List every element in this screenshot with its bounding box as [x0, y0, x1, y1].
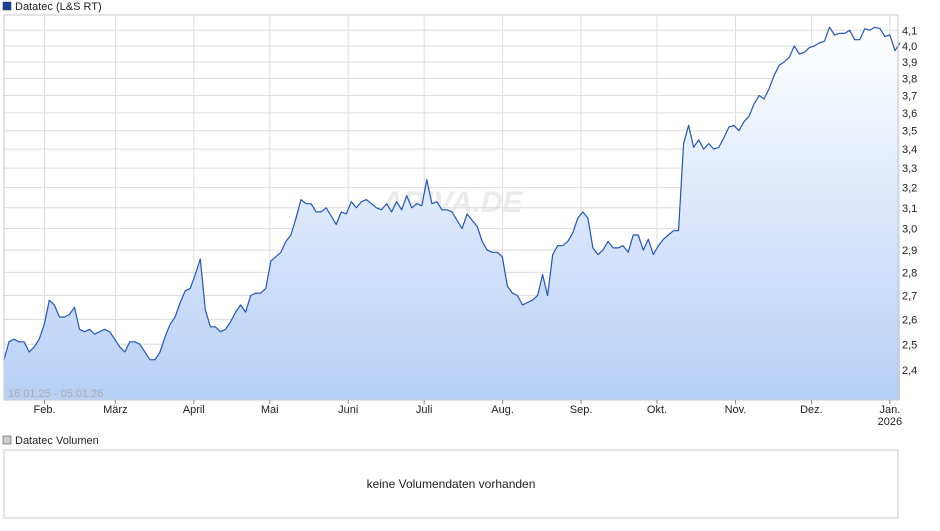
x-year-label: 2026: [878, 416, 902, 428]
volume-panel: [3, 449, 899, 519]
y-tick-label: 2,4: [902, 365, 917, 377]
x-tick-label: April: [183, 404, 205, 416]
legend-swatch: [2, 435, 12, 445]
plot-area: ARIVA.DE: [3, 15, 901, 400]
y-tick-label: 3,1: [902, 203, 917, 215]
x-tick-label: Aug.: [491, 404, 514, 416]
y-tick-label: 3,8: [902, 74, 917, 86]
x-tick-label: März: [103, 404, 127, 416]
legend-label: Datatec (L&S RT): [15, 1, 102, 13]
x-tick-label: Jan.: [879, 404, 900, 416]
y-tick-label: 3,9: [902, 57, 917, 69]
y-tick-label: 3,4: [902, 144, 917, 156]
x-tick-label: Okt.: [647, 404, 667, 416]
y-tick-label: 2,6: [902, 314, 917, 326]
x-tick-label: Nov.: [725, 404, 747, 416]
x-tick-label: Juli: [416, 404, 433, 416]
price-line: [3, 26, 901, 361]
y-tick-label: 2,7: [902, 290, 917, 302]
x-tick-label: Juni: [338, 404, 358, 416]
legend-label: Datatec Volumen: [15, 435, 99, 447]
y-tick-label: 2,5: [902, 339, 917, 351]
y-tick-label: 2,8: [902, 267, 917, 279]
no-data-message: keine Volumendaten vorhanden: [367, 477, 536, 491]
y-tick-label: 4,1: [902, 25, 917, 37]
legend-swatch: [2, 1, 12, 11]
y-tick-label: 3,5: [902, 126, 917, 138]
y-tick-label: 2,9: [902, 245, 917, 257]
y-tick-label: 4,0: [902, 41, 917, 53]
y-tick-label: 3,3: [902, 163, 917, 175]
plot-border: [3, 14, 899, 401]
x-tick-label: Dez.: [800, 404, 823, 416]
area: [4, 27, 900, 400]
y-tick-label: 3,0: [902, 224, 917, 236]
y-tick-label: 3,7: [902, 90, 917, 102]
x-tick-label: Sep.: [570, 404, 593, 416]
x-tick-label: Feb.: [33, 404, 55, 416]
range-label: 16.01.25 - 05.01.26: [8, 388, 103, 400]
y-tick-label: 3,6: [902, 108, 917, 120]
x-tick-label: Mai: [261, 404, 279, 416]
y-tick-label: 3,2: [902, 183, 917, 195]
